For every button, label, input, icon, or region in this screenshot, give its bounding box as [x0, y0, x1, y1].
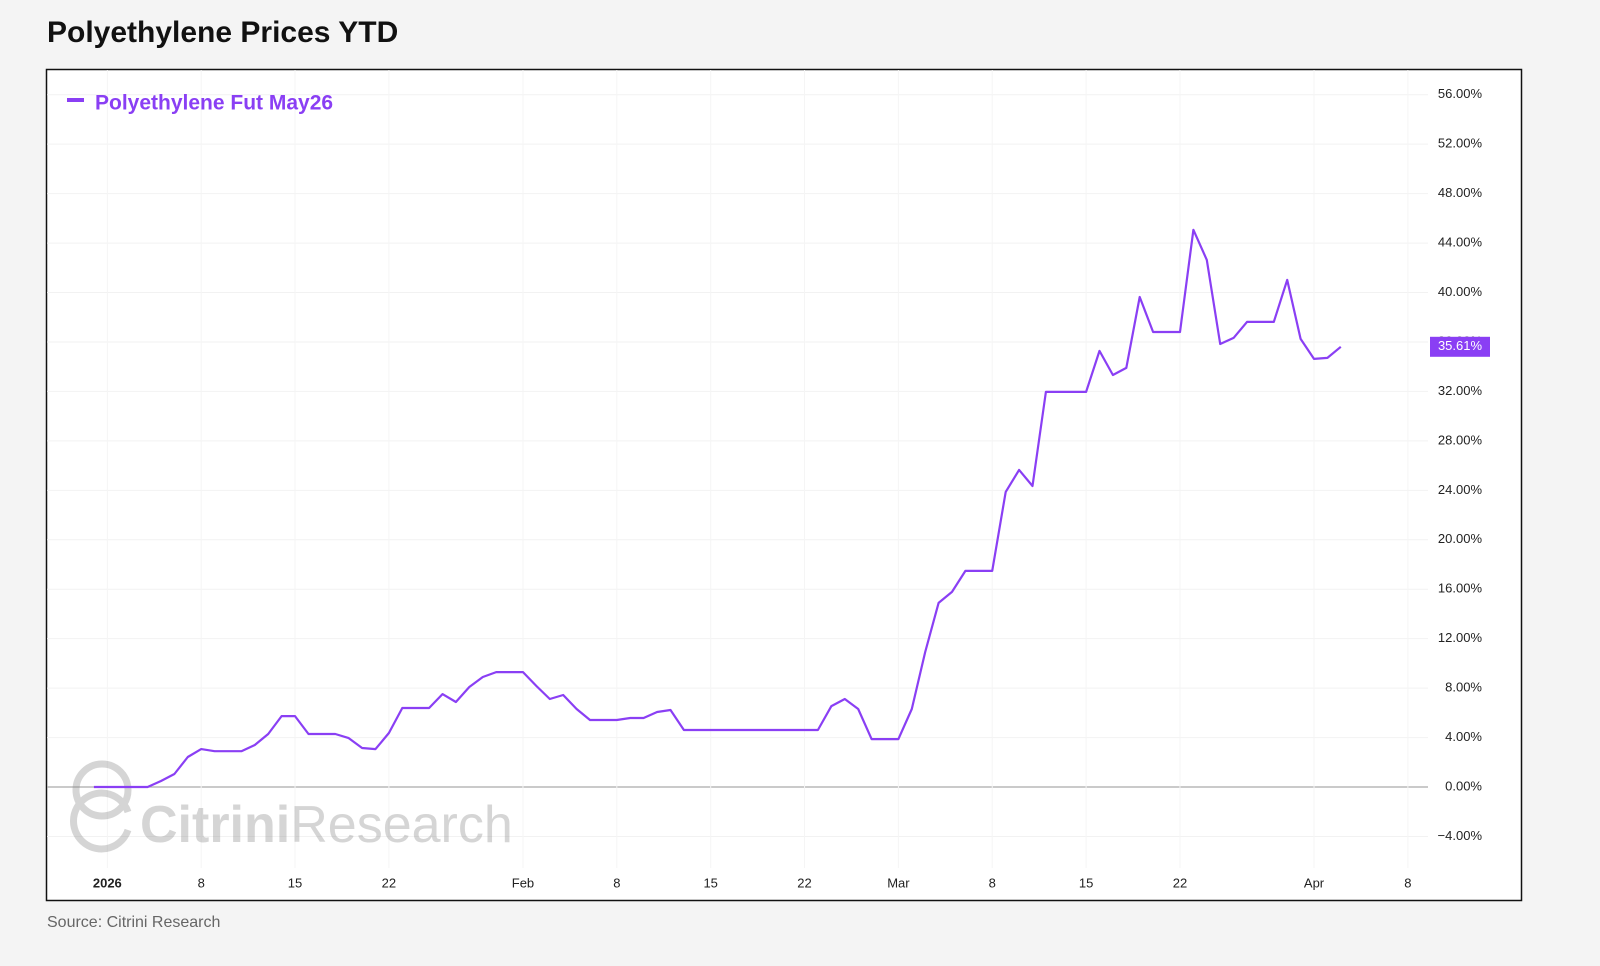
x-tick-label: Feb — [512, 875, 534, 890]
y-tick-label: 48.00% — [1438, 185, 1483, 200]
last-value-badge — [1430, 336, 1490, 357]
y-tick-label: 56.00% — [1438, 86, 1483, 101]
y-tick-label: 24.00% — [1438, 482, 1483, 497]
chart-frame — [45, 68, 1523, 902]
watermark: CitriniResearch — [69, 760, 513, 854]
legend-label: Polyethylene Fut May26 — [95, 92, 333, 115]
y-tick-label: 20.00% — [1438, 531, 1483, 546]
y-tick-label: 4.00% — [1445, 729, 1482, 744]
last-value-label: 35.61% — [1438, 338, 1483, 353]
x-tick-label: Apr — [1304, 875, 1325, 890]
x-tick-label: 8 — [989, 875, 996, 890]
y-tick-label: −4.00% — [1438, 828, 1483, 843]
x-tick-label: Mar — [887, 875, 910, 890]
grid — [47, 70, 1428, 868]
x-tick-label: 15 — [288, 875, 302, 890]
x-tick-label: 8 — [1404, 875, 1411, 890]
watermark-logo — [69, 789, 132, 853]
x-tick-label: 15 — [703, 875, 717, 890]
y-tick-label: 40.00% — [1438, 284, 1483, 299]
source: Source: Citrini Research — [47, 914, 220, 931]
watermark-text: CitriniResearch — [140, 796, 513, 854]
x-tick-label: 15 — [1079, 875, 1093, 890]
series-line — [93, 228, 1342, 789]
watermark-regular: Research — [290, 796, 513, 854]
chart-title: Polyethylene Prices YTD — [47, 16, 398, 49]
x-tick-label: 8 — [198, 875, 205, 890]
x-tick-label: 22 — [1173, 875, 1187, 890]
y-tick-label: 44.00% — [1438, 235, 1483, 250]
y-tick-label: 28.00% — [1438, 432, 1483, 447]
x-tick-label: 8 — [613, 875, 620, 890]
y-tick-label: 16.00% — [1438, 581, 1483, 596]
y-tick-label: 8.00% — [1445, 680, 1482, 695]
y-tick-label: 12.00% — [1438, 630, 1483, 645]
watermark-logo — [72, 760, 132, 820]
x-tick-label: 22 — [382, 875, 396, 890]
watermark-bold: Citrini — [140, 796, 290, 854]
y-tick-label: 0.00% — [1445, 778, 1482, 793]
x-tick-label: 2026 — [93, 875, 122, 890]
y-tick-label: 32.00% — [1438, 383, 1483, 398]
x-tick-label: 22 — [797, 875, 811, 890]
y-tick-label: 52.00% — [1438, 136, 1483, 151]
